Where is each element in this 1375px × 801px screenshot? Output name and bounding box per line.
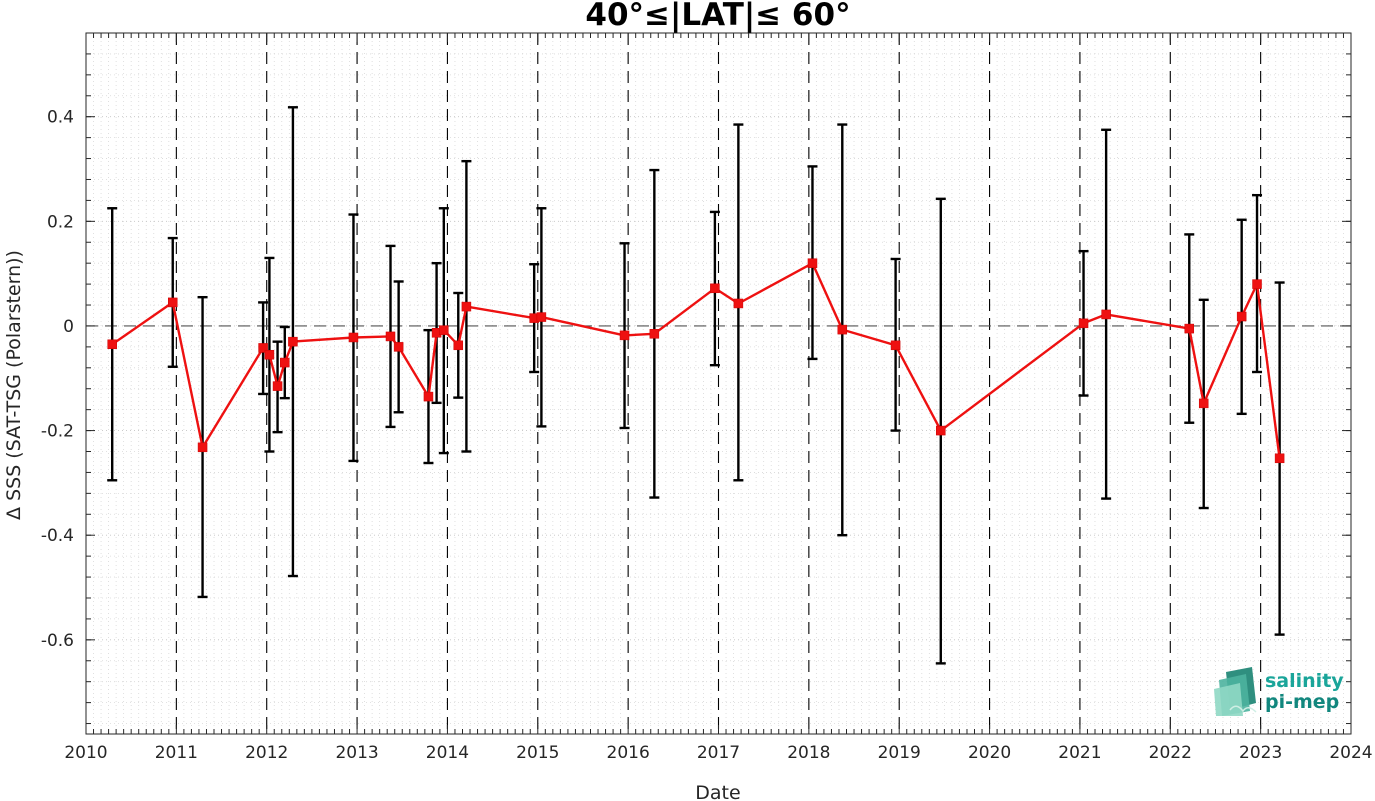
plot-frame <box>85 32 1352 735</box>
y-tick-label: 0 <box>63 317 74 337</box>
data-point-marker <box>385 331 396 342</box>
x-tick-labels: 2010 2011 2012 2013 2014 2015 2016 2017 2018 2019… <box>64 743 1372 763</box>
x-tick-label: 2016 <box>607 743 650 763</box>
series-markers <box>107 258 1285 464</box>
x-tick-label: 2023 <box>1239 743 1282 763</box>
x-tick-label: 2024 <box>1329 743 1372 763</box>
chart-title: 40°≤|LAT|≤ 60° <box>585 0 850 33</box>
data-point-marker <box>280 357 290 368</box>
x-tick-label: 2020 <box>968 743 1011 763</box>
wave-logo-icon <box>1214 667 1257 716</box>
data-point-marker <box>393 342 404 352</box>
year-lines <box>175 33 1262 734</box>
data-point-marker <box>197 442 208 453</box>
x-tick-label: 2013 <box>335 743 378 763</box>
x-tick-label: 2015 <box>516 743 559 763</box>
y-tick-label: -0.4 <box>41 526 74 546</box>
data-point-marker <box>1198 398 1209 409</box>
x-tick-label: 2019 <box>878 743 921 763</box>
x-tick-label: 2017 <box>697 743 740 763</box>
logo-text-pimep: pi-mep <box>1265 691 1339 713</box>
data-point-marker <box>348 332 359 343</box>
data-point-marker <box>107 339 117 350</box>
data-point-marker <box>936 425 946 436</box>
data-point-marker <box>807 258 818 268</box>
data-point-marker <box>733 298 744 309</box>
data-point-marker <box>439 325 449 335</box>
x-tick-label: 2012 <box>245 743 288 763</box>
y-tick-label: -0.6 <box>41 631 74 651</box>
data-point-marker <box>258 343 268 353</box>
minor-grid <box>86 32 1351 734</box>
y-tick-label: 0.4 <box>47 108 74 128</box>
data-point-marker <box>619 330 630 341</box>
data-point-marker <box>1252 279 1262 289</box>
x-tick-label: 2022 <box>1149 743 1192 763</box>
data-point-marker <box>461 301 472 312</box>
logo-text-salinity: salinity <box>1265 670 1344 692</box>
data-point-marker <box>453 340 464 351</box>
x-tick-label: 2011 <box>155 743 198 763</box>
y-tick-labels: -0.6 -0.4 -0.2 0 0.2 0.4 <box>41 108 74 651</box>
data-point-marker <box>167 297 178 308</box>
data-point-marker <box>264 349 275 360</box>
x-tick-label: 2018 <box>787 743 830 763</box>
data-point-marker <box>649 329 660 339</box>
data-point-marker <box>837 324 848 335</box>
salinity-pimep-logo: salinity pi-mep <box>1214 667 1344 716</box>
x-tick-label: 2021 <box>1058 743 1101 763</box>
axis-ticks <box>85 32 1352 734</box>
data-point-marker <box>1274 453 1285 464</box>
data-point-marker <box>1184 323 1195 334</box>
data-point-marker <box>890 340 901 351</box>
y-axis-label: Δ SSS (SAT-TSG (Polarstern)) <box>3 250 25 520</box>
data-point-marker <box>1078 318 1089 329</box>
y-tick-label: -0.2 <box>41 422 74 442</box>
x-tick-label: 2010 <box>64 743 107 763</box>
y-tick-label: 0.2 <box>47 212 74 232</box>
data-point-marker <box>710 283 720 294</box>
x-tick-label: 2014 <box>426 743 469 763</box>
data-point-marker <box>288 336 298 347</box>
data-point-marker <box>423 391 434 402</box>
x-axis-label: Date <box>695 782 740 801</box>
data-point-marker <box>1101 309 1111 320</box>
data-point-marker <box>272 381 283 391</box>
data-point-marker <box>536 312 547 322</box>
data-point-marker <box>1236 311 1247 322</box>
